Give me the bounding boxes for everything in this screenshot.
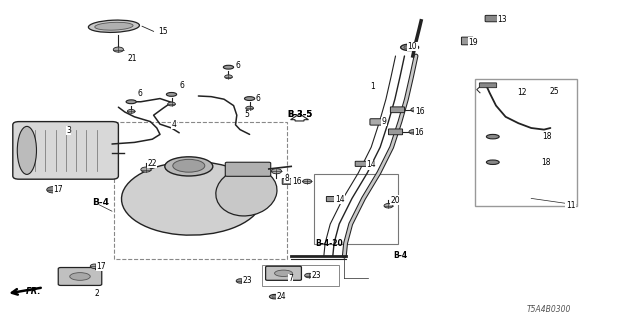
FancyArrow shape — [291, 114, 308, 121]
Circle shape — [127, 109, 135, 113]
Text: 21: 21 — [128, 54, 138, 63]
Text: FR.: FR. — [26, 287, 41, 296]
Bar — [314, 174, 398, 244]
Text: 6: 6 — [138, 89, 143, 98]
Text: 4: 4 — [172, 120, 177, 129]
Text: 6: 6 — [179, 81, 184, 90]
Ellipse shape — [95, 22, 133, 30]
Text: T5A4B0300: T5A4B0300 — [527, 305, 572, 314]
Text: 25: 25 — [549, 87, 559, 96]
Text: 17: 17 — [53, 185, 63, 194]
FancyBboxPatch shape — [388, 129, 403, 135]
Ellipse shape — [173, 159, 205, 172]
Ellipse shape — [269, 294, 281, 299]
FancyBboxPatch shape — [355, 161, 368, 166]
Text: B-4-20: B-4-20 — [315, 239, 342, 248]
Circle shape — [303, 179, 312, 184]
Ellipse shape — [165, 157, 212, 176]
FancyBboxPatch shape — [485, 15, 503, 22]
FancyBboxPatch shape — [479, 83, 497, 88]
Text: 10: 10 — [408, 42, 417, 51]
Text: B-3-5: B-3-5 — [287, 110, 312, 119]
Text: 7: 7 — [288, 274, 293, 283]
Ellipse shape — [70, 273, 90, 280]
Text: B-3-5: B-3-5 — [287, 110, 312, 119]
Text: 24: 24 — [276, 292, 286, 301]
Text: 13: 13 — [497, 15, 507, 24]
Text: B-4: B-4 — [394, 252, 408, 260]
Circle shape — [225, 75, 232, 79]
Ellipse shape — [275, 270, 292, 276]
Text: 20: 20 — [390, 196, 400, 204]
FancyBboxPatch shape — [370, 119, 387, 125]
Text: 18: 18 — [542, 132, 552, 141]
Ellipse shape — [88, 20, 140, 32]
Circle shape — [271, 169, 282, 174]
Ellipse shape — [216, 168, 277, 216]
Text: 16: 16 — [414, 128, 424, 137]
Text: 14: 14 — [366, 160, 376, 169]
Circle shape — [384, 204, 393, 208]
Circle shape — [411, 108, 420, 112]
Ellipse shape — [166, 92, 177, 96]
Text: 5: 5 — [244, 110, 250, 119]
Ellipse shape — [486, 160, 499, 164]
Text: 23: 23 — [311, 271, 321, 280]
Text: 16: 16 — [292, 177, 301, 186]
Ellipse shape — [404, 45, 415, 49]
Text: 11: 11 — [566, 201, 575, 210]
Circle shape — [305, 273, 314, 278]
Circle shape — [47, 187, 60, 193]
Circle shape — [246, 106, 253, 110]
Text: 6: 6 — [256, 94, 261, 103]
Text: 1: 1 — [370, 82, 374, 91]
Bar — [262, 265, 339, 286]
Text: 2: 2 — [95, 289, 99, 298]
Ellipse shape — [401, 44, 419, 51]
Ellipse shape — [244, 97, 255, 100]
Text: 9: 9 — [381, 117, 387, 126]
Bar — [114, 122, 287, 259]
FancyBboxPatch shape — [282, 179, 296, 184]
Text: 23: 23 — [243, 276, 252, 285]
Ellipse shape — [122, 162, 262, 235]
Circle shape — [90, 264, 99, 268]
Circle shape — [168, 102, 175, 106]
Text: 18: 18 — [541, 158, 550, 167]
Text: 6: 6 — [236, 61, 241, 70]
Ellipse shape — [486, 134, 499, 139]
FancyBboxPatch shape — [58, 268, 102, 285]
Circle shape — [141, 167, 151, 172]
FancyBboxPatch shape — [390, 107, 404, 113]
Text: 8: 8 — [285, 174, 289, 183]
FancyBboxPatch shape — [266, 266, 301, 280]
Text: B-4: B-4 — [93, 198, 109, 207]
Text: 12: 12 — [517, 88, 527, 97]
Text: 15: 15 — [158, 27, 168, 36]
Text: 19: 19 — [468, 38, 478, 47]
FancyBboxPatch shape — [461, 37, 473, 45]
Text: 17: 17 — [96, 262, 106, 271]
Text: 3: 3 — [66, 126, 71, 135]
Bar — [475, 79, 577, 206]
Circle shape — [236, 279, 245, 283]
Ellipse shape — [272, 295, 278, 298]
Text: 16: 16 — [415, 107, 424, 116]
Ellipse shape — [17, 126, 36, 174]
Text: 14: 14 — [335, 195, 344, 204]
Text: 22: 22 — [147, 159, 157, 168]
FancyBboxPatch shape — [326, 196, 339, 202]
FancyBboxPatch shape — [225, 162, 271, 176]
Circle shape — [409, 130, 418, 134]
FancyBboxPatch shape — [13, 122, 118, 179]
Ellipse shape — [126, 100, 136, 104]
Circle shape — [113, 47, 124, 52]
Ellipse shape — [223, 65, 234, 69]
